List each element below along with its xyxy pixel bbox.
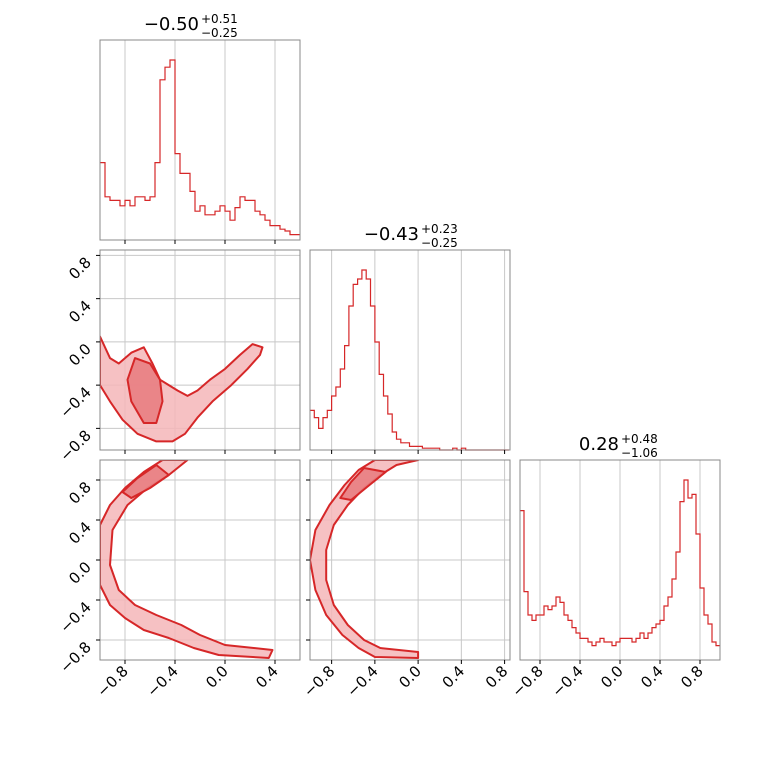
joint-0-2-ytick-label-3: 0.4 [65,518,95,548]
joint-0-1-ytick-label-1: −0.4 [56,383,94,421]
title-2-sup: +0.48 [621,432,658,446]
title-2-sub: −1.06 [621,446,658,460]
joint-0-2-xtick-label-0: −0.8 [93,662,131,700]
title-2-main: 0.28 [579,434,619,455]
hist-2-xtick-label-1: −0.4 [548,662,586,700]
joint-1-2-inner-contour [339,467,387,501]
hist-2-xtick-label-4: 0.8 [677,662,707,692]
title-0-main: −0.50 [144,14,199,35]
joint-0-1-contours [100,335,264,443]
title-1-sub: −0.25 [421,236,458,250]
joint-0-2-inner-contour [121,464,170,499]
titles-layer: −0.50 +0.51 −0.25 −0.43 +0.23 −0.25 0.28… [144,12,658,460]
title-0-sub: −0.25 [201,26,238,40]
joint-0-2-ytick-label-0: −0.8 [56,638,94,676]
hist-2-step [520,479,720,647]
hist-0-step [100,59,300,236]
hist-2-xtick-label-3: 0.4 [637,662,667,692]
joint-1-2-xtick-label-1: −0.4 [343,662,381,700]
joint-0-1-ytick-label-0: −0.8 [56,426,94,464]
title-1-sup: +0.23 [421,222,458,236]
joint-0-1-ytick-label-4: 0.8 [65,254,95,284]
joint-0-2-xtick-label-2: 0.0 [202,662,232,692]
title-0-sup: +0.51 [201,12,238,26]
panels-layer: −0.8 −0.4 0.0 0.4 0.8−0.8−0.40.00.40.8−0.8−0… [56,39,721,701]
hist-2-xtick-label-2: 0.0 [597,662,627,692]
joint-0-2-xtick-label-1: −0.4 [143,662,181,700]
hist-2-xtick-label-0: −0.8 [508,662,546,700]
hist-0-frame [99,39,301,241]
joint-1-2-contours [310,460,420,659]
joint-1-2-xtick-label-3: 0.4 [439,662,469,692]
joint-1-2-xtick-label-4: 0.8 [482,662,512,692]
hist-1-frame [309,249,511,451]
joint-0-2-outer-contour [100,460,274,659]
joint-0-1-frame [99,249,301,451]
joint-0-2-ytick-label-2: 0.0 [65,558,95,588]
joint-1-2-xtick-label-2: 0.0 [395,662,425,692]
joint-0-1-ytick-label-3: 0.4 [65,297,95,327]
joint-0-1-inner-contour [126,357,164,424]
joint-0-2-xtick-label-3: 0.4 [252,662,282,692]
joint-0-2-ytick-label-1: −0.4 [56,598,94,636]
joint-0-2-contours [100,460,274,659]
joint-0-1-ytick-label-2: 0.0 [65,340,95,370]
hist-1-step [310,269,509,451]
title-1-main: −0.43 [364,224,419,245]
joint-1-2-xtick-label-0: −0.8 [300,662,338,700]
joint-0-1-outer-contour [100,335,264,443]
joint-0-2-ytick-label-4: 0.8 [65,478,95,508]
